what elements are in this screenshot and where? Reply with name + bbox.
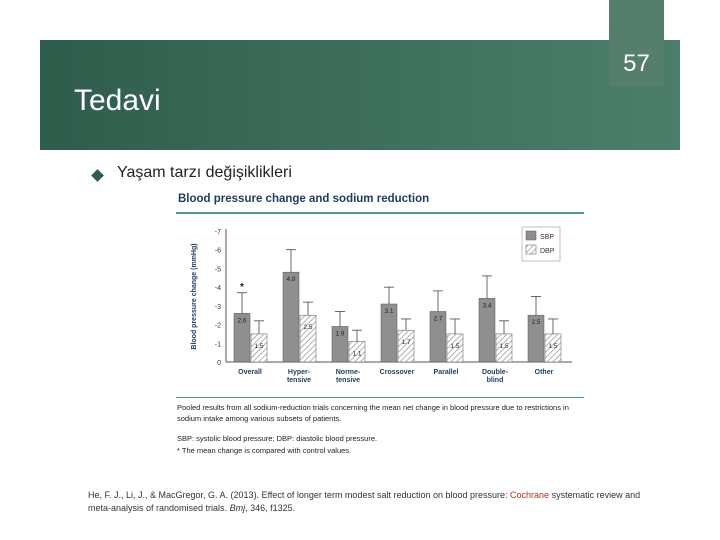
- dbp-bar: [299, 314, 317, 363]
- y-tick-label: -1: [215, 341, 221, 348]
- abbreviation-note: SBP: systolic blood pressure; DBP: diast…: [177, 434, 378, 443]
- legend-dbp-label: DBP: [540, 248, 555, 255]
- y-tick-label: -5: [215, 266, 221, 273]
- x-tick-label: tensive: [287, 377, 311, 384]
- x-tick-label: tensive: [336, 377, 360, 384]
- chart-title-rule: [176, 212, 584, 214]
- title-band: [40, 40, 680, 150]
- reference-text-3: systematic review and meta-analysis of r…: [88, 490, 641, 513]
- slide-title: Tedavi: [74, 84, 161, 117]
- reference-journal: Bmj: [229, 503, 246, 513]
- figure-caption: Pooled results from all sodium-reduction…: [177, 403, 569, 423]
- x-tick-label: Parallel: [434, 369, 459, 376]
- x-tick-label: Other: [535, 369, 554, 376]
- dbp-data-label: 1.7: [401, 339, 410, 346]
- reference-text-2: Cochrane: [510, 490, 550, 500]
- sbp-bar: [331, 326, 349, 363]
- y-tick-label: -2: [215, 323, 221, 330]
- bp-bar-chart: -7 -6 -5 -4 -3 -2 -1 0 Blood pressure change (mm…: [191, 226, 572, 384]
- sbp-data-label: 2.6: [237, 317, 246, 324]
- dbp-bar: [544, 333, 562, 363]
- y-tick-label: -6: [215, 248, 221, 255]
- page-number-box: [609, 0, 664, 86]
- caption-rule: [176, 397, 584, 398]
- chart-title: Blood pressure change and sodium reducti…: [178, 193, 430, 205]
- sbp-data-label: 1.9: [335, 330, 344, 337]
- dbp-bar: [250, 333, 268, 363]
- dbp-data-label: 1.5: [499, 343, 508, 350]
- x-tick-label: Hyper-: [288, 369, 311, 376]
- legend-dbp-swatch: [525, 244, 537, 255]
- sbp-data-label: 3.4: [482, 302, 491, 309]
- x-tick-label: Crossover: [380, 369, 415, 376]
- reference-text-5: , 346, f1325.: [245, 503, 296, 513]
- page-number: 57: [623, 50, 650, 77]
- dbp-bar: [397, 329, 415, 363]
- diamond-bullet-icon: [91, 169, 104, 182]
- y-tick-label: -7: [215, 229, 221, 236]
- significance-note: * The mean change is compared with contr…: [177, 446, 352, 455]
- dbp-data-label: 1.5: [548, 343, 557, 350]
- y-tick-label: -4: [215, 285, 221, 292]
- sbp-bar: [282, 271, 300, 363]
- sbp-data-label: 2.5: [531, 319, 540, 326]
- reference-text-1: He, F. J., Li, J., & MacGregor, G. A. (2…: [88, 490, 511, 500]
- y-tick-label: 0: [217, 360, 221, 367]
- sbp-data-label: 4.8: [286, 276, 295, 283]
- x-tick-label: Double-: [482, 369, 509, 376]
- figure: Blood pressure change and sodium reducti…: [172, 190, 586, 462]
- dbp-bar: [495, 333, 513, 363]
- x-tick-label: blind: [487, 377, 504, 384]
- sbp-bar: [527, 314, 545, 363]
- reference: He, F. J., Li, J., & MacGregor, G. A. (2…: [88, 489, 648, 515]
- sbp-data-label: 3.1: [384, 308, 393, 315]
- y-axis-label: Blood pressure change (mmHg): [191, 243, 198, 349]
- y-tick-label: -3: [215, 304, 221, 311]
- sbp-bar: [233, 313, 251, 363]
- bullet-text: Yaşam tarzı değişiklikleri: [117, 164, 292, 181]
- sbp-data-label: 2.7: [433, 315, 442, 322]
- dbp-data-label: 1.5: [254, 343, 263, 350]
- x-tick-label: Norme-: [336, 369, 361, 376]
- sbp-bar: [429, 311, 447, 363]
- dbp-bar: [446, 333, 464, 363]
- x-tick-label: Overall: [238, 369, 262, 376]
- legend-sbp-label: SBP: [540, 234, 554, 241]
- dbp-data-label: 2.5: [303, 324, 312, 331]
- dbp-data-label: 1.5: [450, 343, 459, 350]
- dbp-data-label: 1.1: [352, 350, 361, 357]
- legend-sbp-swatch: [525, 230, 537, 241]
- significance-marker: *: [240, 282, 244, 293]
